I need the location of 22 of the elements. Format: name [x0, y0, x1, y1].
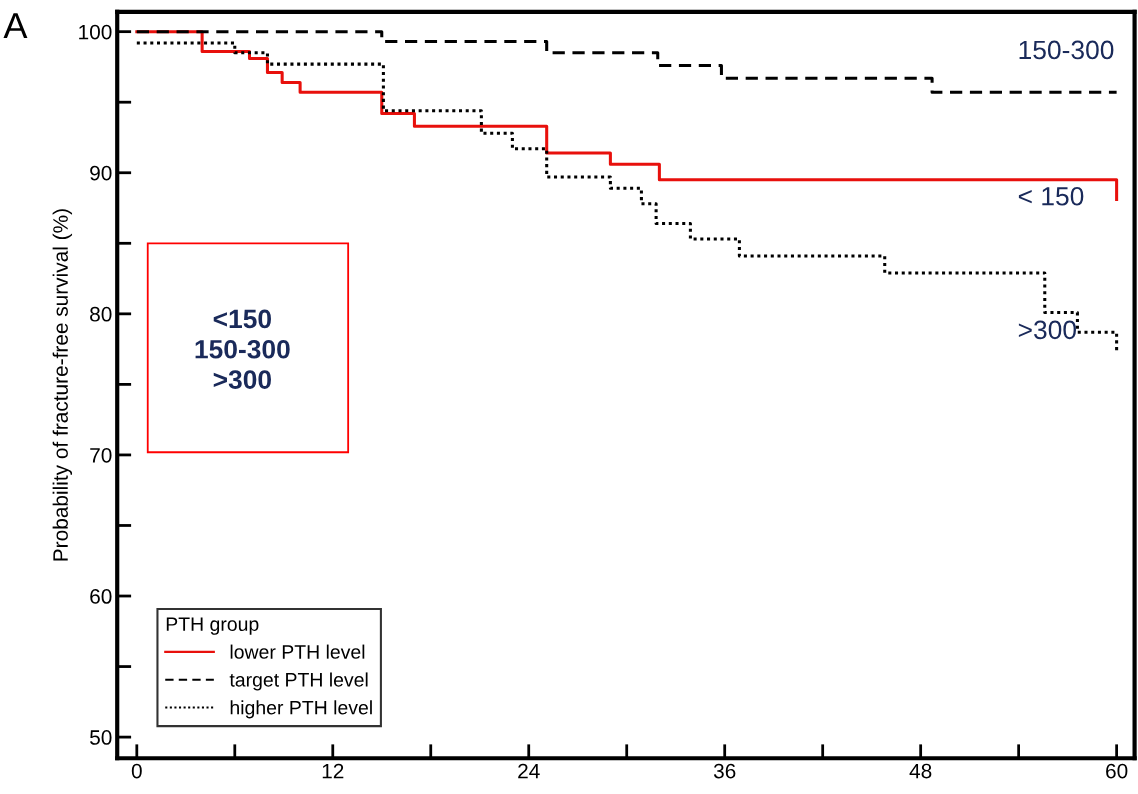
y-tick-label: 70 [90, 447, 112, 463]
annotation: < 150 [1018, 186, 1084, 206]
y-tick-label: 90 [90, 165, 112, 181]
y-tick-label: 100 [79, 24, 112, 40]
legend-label: lower PTH level [230, 644, 365, 659]
y-axis-title: Probability of fracture-free survival (%) [52, 209, 73, 561]
x-tick-label: 48 [909, 763, 932, 779]
y-tick-label: 50 [90, 730, 112, 745]
x-tick-label: 60 [1106, 763, 1128, 779]
x-tick-label: 24 [518, 763, 540, 779]
legend-label: higher PTH level [230, 700, 372, 719]
legend-title: PTH group [166, 617, 259, 635]
annotation: 150-300 [1019, 40, 1114, 60]
x-tick-label: 0 [131, 763, 142, 779]
annotation: <150 150-300 >300 [195, 309, 290, 389]
x-tick-label: 36 [713, 763, 736, 779]
y-tick-label: 80 [90, 306, 112, 322]
x-tick-label: 12 [322, 763, 344, 779]
text: A [3, 13, 28, 39]
annotation: >300 [1018, 320, 1076, 340]
y-tick-label: 60 [90, 589, 112, 604]
legend-label: target PTH level [229, 672, 368, 691]
